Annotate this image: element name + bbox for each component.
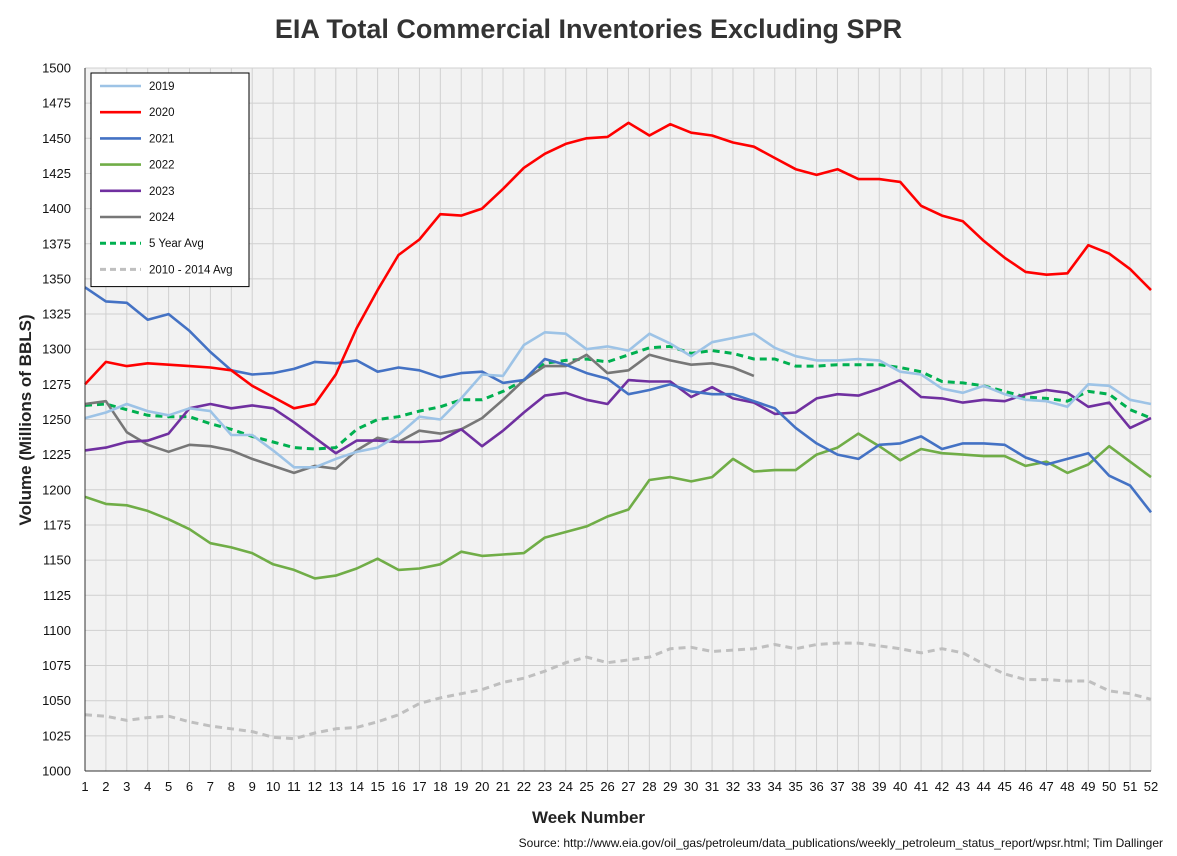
y-tick-label: 1100	[43, 623, 71, 638]
series-lines	[84, 121, 1153, 741]
x-tick-label: 28	[642, 779, 656, 794]
legend-label: 2022	[149, 160, 175, 172]
x-tick-label: 48	[1060, 779, 1074, 794]
x-tick-label: 3	[123, 779, 130, 794]
y-tick-label: 1375	[42, 236, 71, 251]
x-tick-label: 46	[1018, 779, 1032, 794]
x-tick-label: 16	[391, 779, 405, 794]
x-tick-label: 19	[454, 779, 468, 794]
x-tick-label: 50	[1102, 779, 1116, 794]
x-tick-label: 6	[186, 779, 193, 794]
x-tick-label: 40	[893, 779, 907, 794]
y-tick-label: 1225	[42, 447, 71, 462]
x-tick-label: 45	[997, 779, 1011, 794]
x-tick-label: 24	[559, 779, 573, 794]
y-tick-label: 1275	[42, 377, 71, 392]
x-tick-label: 7	[207, 779, 214, 794]
x-tick-label: 18	[433, 779, 447, 794]
x-tick-label: 35	[788, 779, 802, 794]
x-tick-label: 8	[228, 779, 235, 794]
series-line-2021	[84, 286, 1153, 514]
x-tick-label: 32	[726, 779, 740, 794]
y-tick-label: 1475	[42, 96, 71, 111]
legend-box	[90, 72, 250, 288]
x-tick-label: 43	[956, 779, 970, 794]
x-tick-label: 26	[600, 779, 614, 794]
legend-label: 5 Year Avg	[149, 238, 204, 250]
x-tick-label: 21	[496, 779, 510, 794]
x-tick-label: 1	[81, 779, 88, 794]
y-tick-label: 1450	[42, 131, 71, 146]
y-tick-label: 1425	[42, 166, 71, 181]
legend-label: 2020	[149, 107, 175, 119]
y-tick-label: 1125	[43, 588, 71, 603]
x-tick-label: 15	[370, 779, 384, 794]
x-axis-label: Week Number	[531, 808, 646, 827]
axes: 1000102510501075110011251150117512001225…	[42, 61, 1158, 795]
x-tick-label: 30	[684, 779, 698, 794]
x-tick-label: 2	[102, 779, 109, 794]
x-tick-label: 13	[329, 779, 343, 794]
x-tick-label: 11	[287, 779, 301, 794]
source-note: Source: http://www.eia.gov/oil_gas/petro…	[518, 836, 1163, 850]
y-tick-label: 1000	[42, 764, 71, 779]
x-tick-label: 39	[872, 779, 886, 794]
series-line-2022	[84, 432, 1152, 580]
y-tick-label: 1175	[43, 517, 71, 532]
x-tick-label: 31	[705, 779, 719, 794]
x-tick-label: 12	[308, 779, 322, 794]
y-tick-label: 1150	[43, 553, 71, 568]
x-tick-label: 25	[579, 779, 593, 794]
y-tick-label: 1325	[42, 307, 71, 322]
legend-label: 2019	[149, 81, 175, 93]
y-tick-label: 1350	[42, 271, 71, 286]
legend-label: 2023	[149, 186, 175, 198]
series-line-2010-2014-avg	[84, 641, 1152, 741]
x-tick-label: 41	[914, 779, 928, 794]
grid	[84, 67, 1152, 772]
x-tick-label: 23	[538, 779, 552, 794]
x-tick-label: 36	[809, 779, 823, 794]
x-tick-label: 17	[412, 779, 426, 794]
series-line-5-year-avg	[84, 344, 1152, 451]
x-tick-label: 47	[1039, 779, 1053, 794]
x-tick-label: 20	[475, 779, 489, 794]
y-tick-label: 1250	[42, 412, 71, 427]
x-tick-label: 51	[1123, 779, 1137, 794]
y-tick-label: 1025	[42, 728, 71, 743]
x-tick-label: 29	[663, 779, 677, 794]
x-tick-label: 34	[768, 779, 782, 794]
x-tick-label: 27	[621, 779, 635, 794]
series-line-2023	[84, 378, 1152, 455]
x-tick-label: 37	[830, 779, 844, 794]
x-tick-label: 52	[1144, 779, 1158, 794]
x-tick-label: 33	[747, 779, 761, 794]
y-tick-label: 1050	[42, 693, 71, 708]
series-line-2024	[84, 353, 755, 475]
x-tick-label: 49	[1081, 779, 1095, 794]
x-tick-label: 22	[517, 779, 531, 794]
x-tick-label: 14	[349, 779, 363, 794]
y-tick-label: 1200	[42, 482, 71, 497]
y-tick-label: 1300	[42, 342, 71, 357]
series-line-2020	[84, 121, 1152, 410]
x-tick-label: 42	[935, 779, 949, 794]
legend: 2019 2020 2021 2022 2023 2024 5 Year Avg 2010 -…	[90, 72, 250, 288]
x-tick-label: 4	[144, 779, 151, 794]
legend-label: 2024	[149, 212, 175, 224]
legend-label: 2021	[149, 133, 175, 145]
x-tick-label: 10	[266, 779, 280, 794]
x-tick-label: 38	[851, 779, 865, 794]
x-tick-label: 44	[977, 779, 991, 794]
series-line-2019	[84, 330, 1152, 469]
x-tick-label: 9	[249, 779, 256, 794]
x-tick-label: 5	[165, 779, 172, 794]
chart-title: EIA Total Commercial Inventories Excludi…	[274, 14, 903, 44]
legend-label: 2010 - 2014 Avg	[149, 264, 233, 276]
y-tick-label: 1400	[42, 201, 71, 216]
y-tick-label: 1075	[42, 658, 71, 673]
y-tick-label: 1500	[42, 61, 71, 76]
